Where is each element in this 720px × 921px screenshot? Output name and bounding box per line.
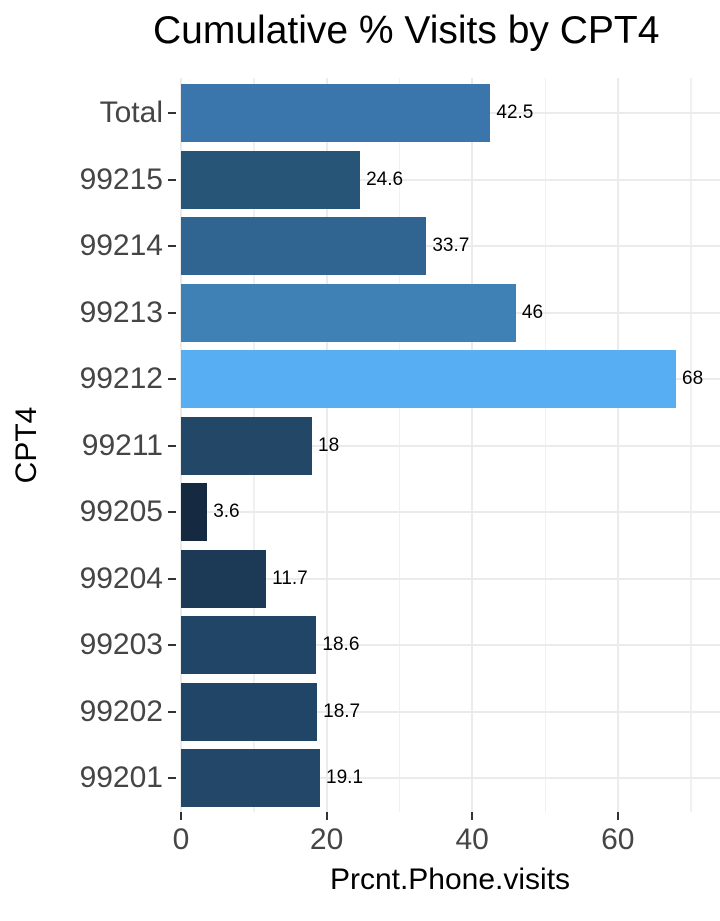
y-tick-mark [168, 577, 176, 580]
y-tick-label-99205: 99205 [79, 495, 163, 528]
y-axis-title: CPT4 [10, 406, 43, 484]
gridline-major-horizontal [181, 644, 720, 646]
bar-99213 [181, 283, 516, 342]
y-tick-mark [168, 644, 176, 646]
y-tick-mark [168, 311, 176, 314]
y-tick-label-99201: 99201 [79, 761, 163, 794]
bar-99212 [181, 350, 677, 408]
y-tick-label-99202: 99202 [79, 694, 163, 728]
x-tick-mark [471, 812, 474, 820]
bar-value-label: 46 [521, 301, 544, 323]
x-tick-mark [180, 812, 182, 820]
chart-title: Cumulative % Visits by CPT4 [153, 9, 660, 52]
bar-99211 [181, 416, 313, 475]
bar-value-label: 68 [682, 368, 704, 389]
bar-99203 [181, 616, 317, 674]
bar-99202 [181, 682, 318, 741]
x-tick-mark [325, 812, 328, 820]
gridline-major-horizontal [181, 444, 720, 447]
gridline-major-horizontal [181, 178, 720, 181]
bar-value-label: 19.1 [326, 767, 364, 788]
y-tick-label-99212: 99212 [79, 362, 163, 395]
bar-99204 [181, 549, 267, 608]
bar-99214 [181, 217, 427, 275]
y-tick-label-99204: 99204 [79, 561, 163, 595]
bar-99201 [181, 749, 321, 807]
y-tick-mark [168, 777, 176, 779]
bar-value-label: 11.7 [272, 567, 308, 589]
y-tick-mark [168, 511, 176, 513]
bar-value-label: 18 [318, 434, 340, 456]
y-tick-mark [168, 444, 176, 447]
x-tick-label: 40 [455, 823, 489, 856]
gridline-major-horizontal [181, 511, 720, 513]
gridline-major-horizontal [181, 710, 720, 713]
y-tick-mark [168, 112, 176, 114]
y-tick-mark [168, 378, 176, 380]
x-tick-label: 20 [309, 823, 344, 856]
gridline-major-horizontal [181, 245, 720, 247]
y-tick-label-99215: 99215 [79, 162, 163, 196]
bar-value-label: 42.5 [496, 102, 534, 123]
bar-value-label: 3.6 [213, 501, 240, 522]
x-tick-label: 0 [172, 823, 190, 856]
x-tick-label: 60 [601, 823, 635, 856]
y-tick-label-99213: 99213 [79, 295, 163, 329]
y-tick-mark [168, 245, 176, 247]
bar-total [181, 84, 491, 142]
gridline-major-horizontal [181, 577, 720, 580]
y-tick-label-99214: 99214 [79, 229, 163, 262]
x-tick-mark [616, 812, 619, 820]
x-axis-title: Prcnt.Phone.visits [329, 863, 571, 896]
bar-value-label: 24.6 [366, 168, 404, 190]
y-tick-label-total: Total [99, 96, 163, 129]
gridline-major-horizontal [181, 777, 720, 779]
y-tick-label-99211: 99211 [81, 428, 163, 462]
bar-value-label: 33.7 [432, 235, 470, 256]
bar-value-label: 18.7 [323, 700, 361, 722]
bar-99205 [181, 483, 208, 541]
bar-99215 [181, 150, 361, 209]
y-tick-label-99203: 99203 [79, 628, 163, 661]
y-tick-mark [168, 710, 176, 713]
bar-value-label: 18.6 [322, 634, 360, 655]
y-tick-mark [168, 178, 176, 181]
